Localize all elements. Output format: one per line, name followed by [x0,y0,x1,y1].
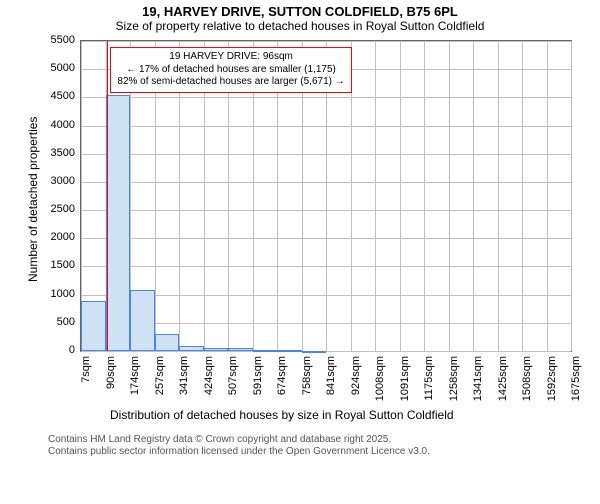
y-tick-label: 2500 [40,203,75,215]
histogram-bar [106,95,131,351]
histogram-bar [228,348,253,351]
x-tick-label: 674sqm [276,356,288,406]
x-tick-label: 1675sqm [570,356,582,406]
caption: Contains HM Land Registry data © Crown c… [48,434,600,458]
x-tick-label: 758sqm [301,356,313,406]
gridline-v [522,41,523,351]
y-axis-label: Number of detached properties [26,116,40,281]
annotation-line-3: 82% of semi-detached houses are larger (… [117,76,344,89]
x-tick-label: 1008sqm [374,356,386,406]
property-marker-line [107,41,109,351]
histogram-bar [277,350,302,352]
gridline-v [498,41,499,351]
x-tick-label: 841sqm [325,356,337,406]
x-tick-label: 1508sqm [521,356,533,406]
x-tick-label: 341sqm [178,356,190,406]
gridline-v [375,41,376,351]
x-tick-label: 591sqm [252,356,264,406]
x-tick-label: 1341sqm [472,356,484,406]
chart-title-sub: Size of property relative to detached ho… [0,19,600,33]
y-tick-label: 3000 [40,175,75,187]
y-tick-label: 3500 [40,147,75,159]
histogram-bar [179,346,204,351]
gridline-h [81,351,571,352]
histogram-bar [155,334,180,351]
annotation-line-1: 19 HARVEY DRIVE: 96sqm [117,51,344,64]
y-tick-label: 2000 [40,231,75,243]
gridline-v [424,41,425,351]
x-tick-label: 1592sqm [546,356,558,406]
caption-line-2: Contains public sector information licen… [48,446,600,458]
caption-line-1: Contains HM Land Registry data © Crown c… [48,434,600,446]
y-tick-label: 4500 [40,90,75,102]
chart-title-main: 19, HARVEY DRIVE, SUTTON COLDFIELD, B75 … [0,4,600,19]
x-tick-label: 507sqm [227,356,239,406]
x-tick-label: 1258sqm [448,356,460,406]
y-tick-label: 1500 [40,259,75,271]
histogram-bar [130,290,155,351]
y-tick-label: 0 [40,344,75,356]
x-tick-label: 174sqm [129,356,141,406]
gridline-v [449,41,450,351]
gridline-v [547,41,548,351]
x-tick-label: 924sqm [350,356,362,406]
x-tick-label: 257sqm [154,356,166,406]
gridline-v [473,41,474,351]
y-tick-label: 5000 [40,62,75,74]
gridline-v [400,41,401,351]
x-tick-label: 1091sqm [399,356,411,406]
y-tick-label: 1000 [40,288,75,300]
gridline-v [571,41,572,351]
plot-area: 19 HARVEY DRIVE: 96sqm← 17% of detached … [80,40,572,352]
y-tick-label: 4000 [40,119,75,131]
x-axis-label: Distribution of detached houses by size … [110,408,454,422]
chart-container: 19 HARVEY DRIVE: 96sqm← 17% of detached … [20,35,580,430]
annotation-box: 19 HARVEY DRIVE: 96sqm← 17% of detached … [110,47,351,93]
x-tick-label: 90sqm [105,356,117,406]
y-tick-label: 5500 [40,34,75,46]
x-tick-label: 7sqm [80,356,92,406]
histogram-bar [204,348,229,351]
histogram-bar [81,301,106,351]
annotation-line-2: ← 17% of detached houses are smaller (1,… [117,64,344,77]
y-tick-label: 500 [40,316,75,328]
histogram-bar [253,350,278,352]
x-tick-label: 1175sqm [423,356,435,406]
x-tick-label: 1425sqm [497,356,509,406]
x-tick-label: 424sqm [203,356,215,406]
histogram-bar [302,351,327,353]
